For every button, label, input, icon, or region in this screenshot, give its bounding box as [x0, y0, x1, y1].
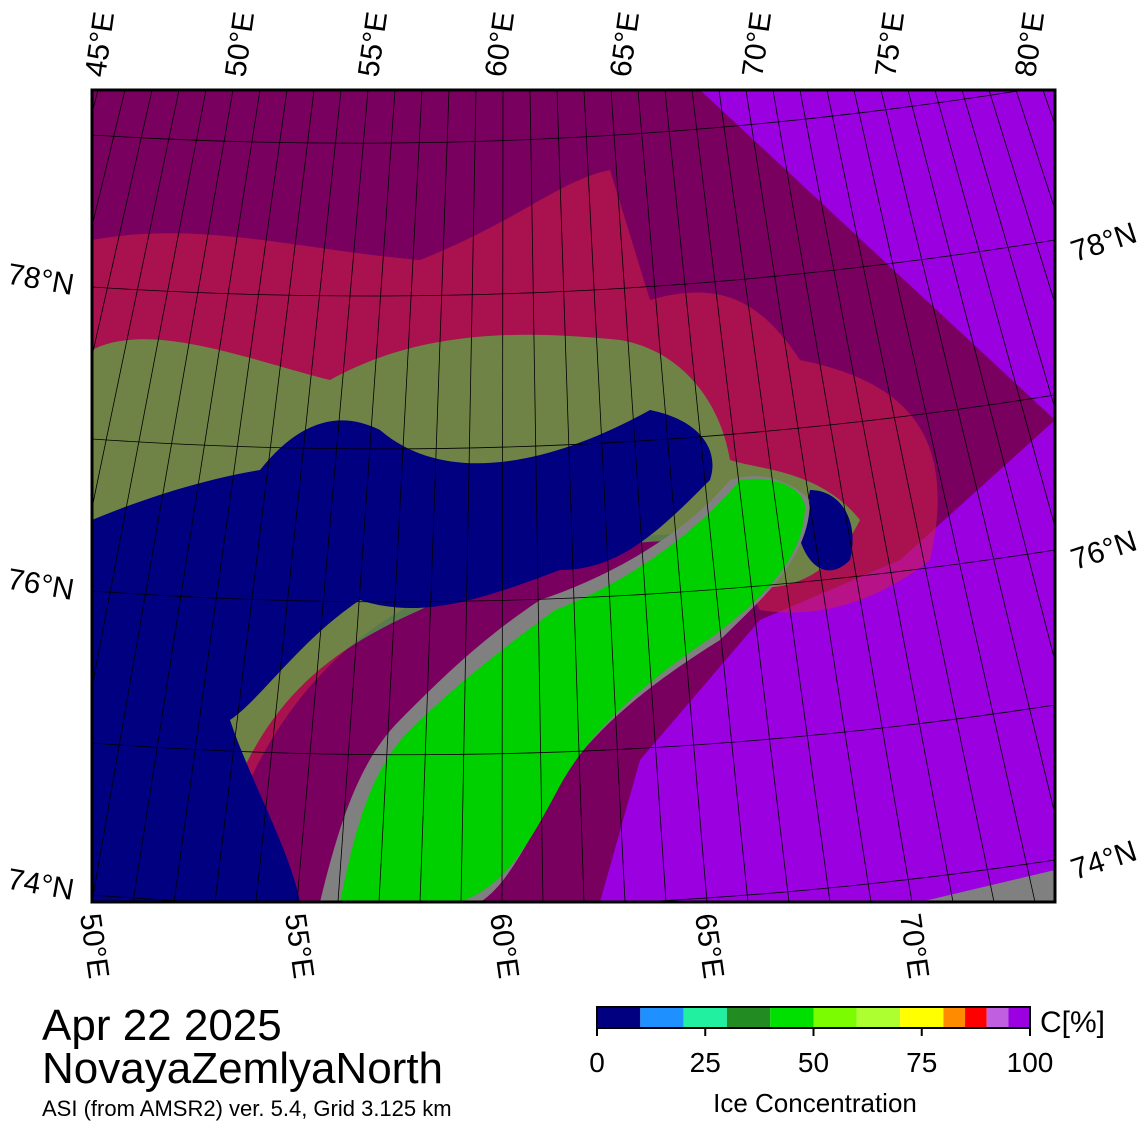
top-label: 45°E: [79, 10, 121, 79]
meridian: [691, 90, 790, 902]
colorbar-segment: [1008, 1007, 1030, 1028]
meridian: [132, 90, 261, 902]
colorbar-segment: [683, 1007, 727, 1028]
meridian: [664, 90, 749, 902]
top-label: 75°E: [869, 10, 911, 79]
date: Apr 22 2025: [42, 1001, 282, 1050]
open-water: [92, 410, 713, 902]
region: NovayaZemlyaNorth: [42, 1044, 443, 1093]
bottom-label: 60°E: [483, 911, 525, 980]
source: ASI (from AMSR2) ver. 5.4, Grid 3.125 km: [42, 1096, 452, 1121]
colorbar: 0 25 50 75 100: [589, 1006, 1054, 1078]
meridian: [255, 90, 342, 902]
meridian: [92, 90, 207, 690]
meridian: [214, 90, 315, 902]
right-label: 76°N: [1067, 525, 1141, 577]
parallel: [92, 394, 1055, 450]
axis-labels: 45°E 50°E 55°E 60°E 65°E 70°E 75°E 80°E 50°E 55°E…: [5, 10, 1141, 981]
colorbar-tick-label: 100: [1007, 1047, 1054, 1078]
colorbar-segment: [965, 1007, 987, 1028]
colorbar-tick-label: 0: [589, 1047, 605, 1078]
colorbar-segment: [813, 1007, 857, 1028]
ice-high: [600, 90, 1055, 902]
meridian: [637, 90, 708, 902]
meridian: [92, 90, 180, 510]
novaya-zemlya: [340, 478, 805, 902]
meridian: [718, 90, 831, 902]
meridian: [0, 90, 17, 902]
meridian: [92, 90, 99, 115]
meridian: [0, 90, 71, 902]
colorbar-tick-label: 25: [690, 1047, 721, 1078]
colorbar-segment: [726, 1007, 771, 1028]
right-label: 74°N: [1067, 835, 1141, 887]
left-label: 78°N: [5, 258, 77, 302]
meridian: [610, 90, 667, 902]
meridian: [92, 90, 234, 902]
meridian: [934, 90, 1055, 529]
left-label: 74°N: [5, 863, 77, 907]
meridian: [460, 90, 477, 902]
meridian: [92, 90, 153, 359]
meridian: [826, 90, 995, 902]
meridian: [745, 90, 872, 902]
colorbar-segment: [943, 1007, 966, 1028]
parallel: [92, 239, 1055, 297]
polynya: [800, 490, 853, 571]
meridian: [988, 90, 1055, 305]
parallel: [92, 90, 1027, 144]
colorbar-segment: [856, 1007, 901, 1028]
left-label: 76°N: [5, 563, 77, 607]
meridian: [0, 90, 44, 902]
colorbar-segment: [597, 1007, 641, 1028]
top-label: 55°E: [352, 10, 394, 79]
colorbar-tick-label: 75: [906, 1047, 937, 1078]
parallel: [92, 859, 1055, 902]
meridian: [583, 90, 626, 902]
meridian: [501, 90, 504, 902]
meridian: [529, 90, 544, 902]
meridian: [853, 90, 1036, 902]
top-label: 50°E: [219, 10, 261, 79]
meridian: [337, 90, 396, 902]
colorbar-segment: [640, 1007, 684, 1028]
meridian: [556, 90, 585, 902]
map-frame: [90, 88, 1057, 904]
colorbar-segment: [986, 1007, 1009, 1028]
bottom-label: 65°E: [688, 911, 730, 980]
parallel: [92, 549, 1055, 603]
colorbar-tick-label: 50: [798, 1047, 829, 1078]
colorbar-segment: [900, 1007, 944, 1028]
meridian: [907, 90, 1055, 663]
land-corner: [920, 870, 1055, 902]
top-label: 60°E: [479, 10, 521, 79]
top-label: 65°E: [604, 10, 646, 79]
bottom-label: 70°E: [893, 911, 935, 980]
meridian: [296, 90, 369, 902]
bottom-label: 50°E: [73, 911, 115, 980]
meridian: [1070, 90, 1147, 902]
meridian: [1124, 90, 1147, 902]
meridian: [772, 90, 913, 902]
meridian: [1097, 90, 1147, 902]
meridian: [880, 90, 1055, 817]
meridian: [173, 90, 288, 902]
top-label: 70°E: [736, 10, 778, 79]
meridian: [799, 90, 954, 902]
colorbar-title: Ice Concentration: [713, 1088, 917, 1118]
top-label: 80°E: [1009, 10, 1051, 79]
map-area: [0, 90, 1147, 902]
bottom-label: 55°E: [278, 911, 320, 980]
meridian: [419, 90, 450, 902]
meridian: [378, 90, 423, 902]
meridian: [961, 90, 1055, 411]
colorbar-unit: C[%]: [1040, 1006, 1105, 1039]
meridian: [1042, 90, 1055, 127]
right-label: 78°N: [1067, 217, 1141, 269]
parallel: [92, 704, 1055, 756]
colorbar-segment: [770, 1007, 814, 1028]
